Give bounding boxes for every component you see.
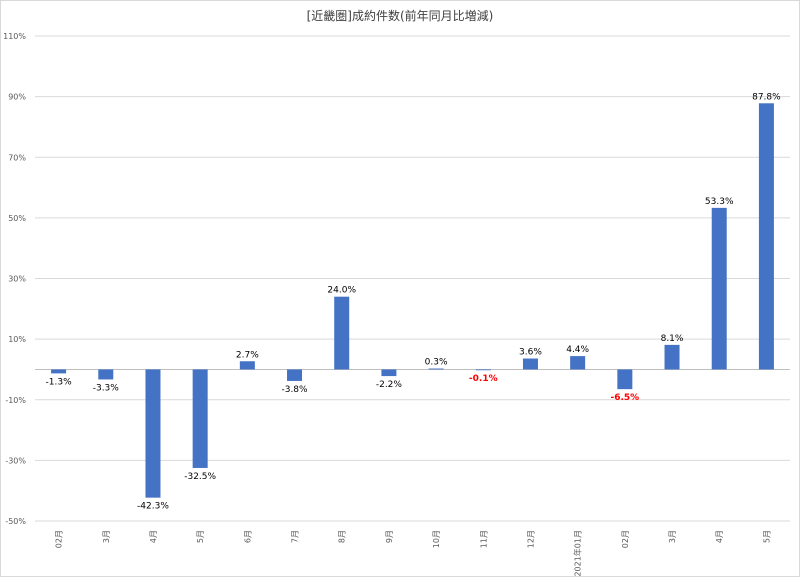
data-label: 87.8% [752,92,781,102]
x-tick-label: 4月 [149,530,158,543]
bar [428,368,444,370]
x-tick-label: 12月 [526,530,535,548]
data-label: 4.4% [566,345,589,355]
bar [192,369,208,468]
x-tick-label: 10月 [432,530,441,548]
x-tick-label: 7月 [291,530,300,543]
bar [334,296,350,370]
y-tick-label: -50% [5,517,26,526]
y-tick-label: -30% [5,456,26,465]
x-tick-label: 5月 [196,530,205,543]
x-tick-label: 11月 [479,530,488,548]
x-tick-label: 3月 [102,530,111,543]
data-label: -3.8% [281,385,308,395]
bar [711,207,727,370]
x-tick-label: 4月 [715,530,724,543]
data-label: -2.2% [376,380,403,390]
x-tick-label: 2021年01月 [573,530,583,577]
data-label: 0.3% [425,358,448,368]
y-tick-label: 30% [8,275,26,284]
data-label: 53.3% [705,197,734,207]
data-label: -42.3% [137,502,169,512]
data-label: 2.7% [236,350,259,360]
x-tick-label: 9月 [385,530,394,543]
x-tick-label: 02月 [621,530,630,548]
data-label: -6.5% [610,393,639,403]
bar [145,369,161,498]
data-label: -1.3% [46,377,73,387]
x-tick-label: 3月 [668,530,677,543]
bar [617,369,633,390]
bar [475,369,491,371]
y-tick-label: 70% [8,153,26,162]
y-tick-label: -10% [5,396,26,405]
bar [51,369,67,374]
bar [522,358,538,370]
bar [758,103,774,370]
y-tick-label: 90% [8,93,26,102]
y-tick-label: 110% [3,32,26,41]
bar [239,361,255,370]
data-label: 24.0% [327,286,356,296]
data-label: -3.3% [93,383,120,393]
bar [570,356,586,370]
data-label: 8.1% [661,334,684,344]
bar [98,369,114,380]
bar [287,369,303,381]
bar [381,369,397,377]
x-tick-label: 6月 [243,530,252,543]
data-label: -32.5% [184,472,216,482]
x-tick-label: 5月 [762,530,771,543]
bar [664,344,680,370]
y-tick-label: 50% [8,214,26,223]
data-label: 3.6% [519,348,542,358]
chart-title: [近畿圏]成約件数(前年同月比増減) [306,9,494,23]
y-tick-label: 10% [8,335,26,344]
x-tick-label: 02月 [55,530,64,548]
x-tick-label: 8月 [338,530,347,543]
data-label: -0.1% [469,374,498,384]
